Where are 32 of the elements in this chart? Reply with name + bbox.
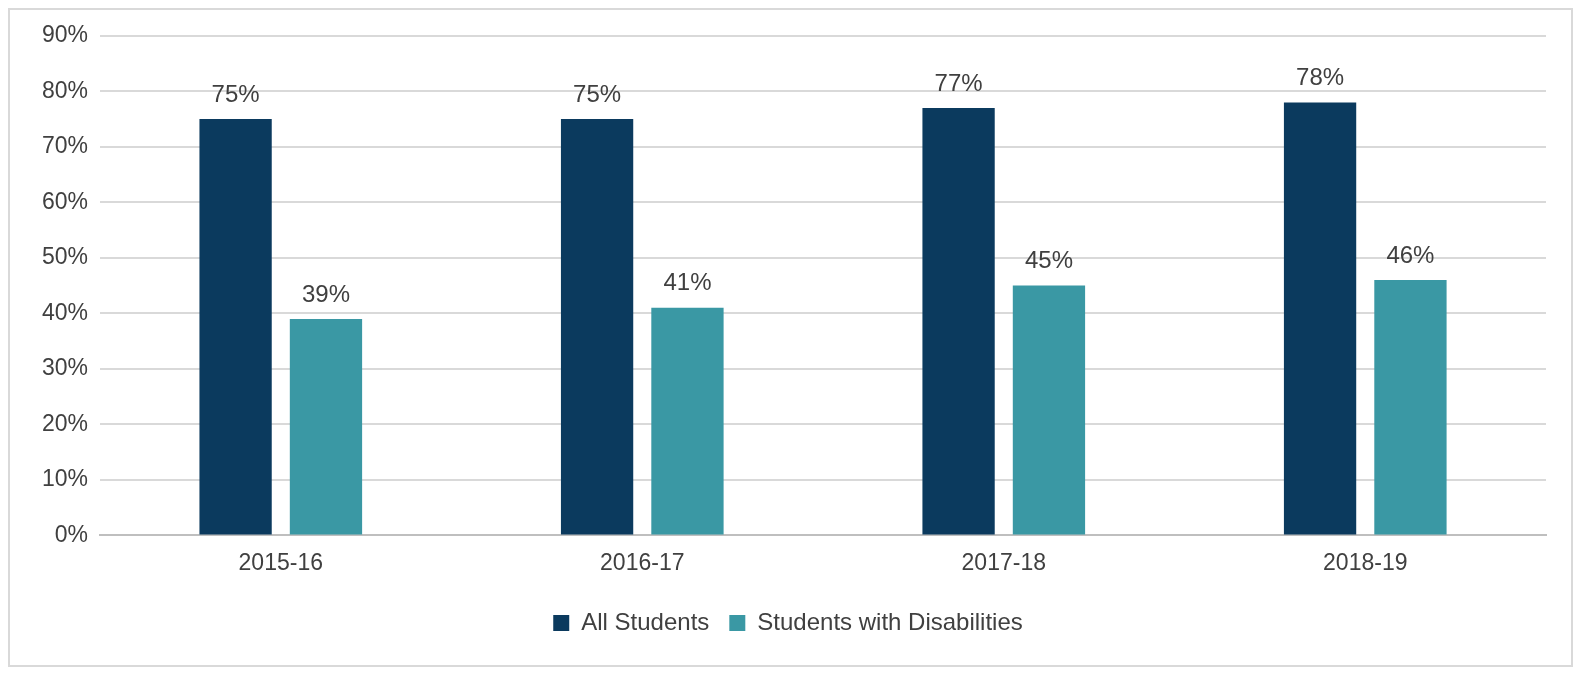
y-tick-label: 90% bbox=[41, 21, 89, 48]
bar bbox=[199, 119, 272, 535]
data-label: 75% bbox=[211, 79, 260, 107]
bar bbox=[1283, 102, 1357, 535]
bar bbox=[1012, 285, 1086, 535]
y-tick-label: 0% bbox=[54, 520, 89, 547]
legend-label: All Students bbox=[581, 607, 710, 635]
bar bbox=[289, 318, 363, 535]
y-tick-label: 20% bbox=[41, 409, 89, 436]
data-label: 46% bbox=[1386, 240, 1435, 268]
y-tick-label: 80% bbox=[41, 76, 89, 103]
bar bbox=[560, 119, 634, 535]
x-tick-label: 2016-17 bbox=[600, 548, 685, 575]
x-tick-label: 2018-19 bbox=[1323, 548, 1408, 575]
y-tick-label: 50% bbox=[41, 243, 89, 270]
x-tick-label: 2015-16 bbox=[238, 548, 323, 575]
y-tick-label: 60% bbox=[41, 187, 89, 214]
y-tick-label: 70% bbox=[41, 132, 89, 159]
data-label: 77% bbox=[934, 68, 983, 96]
bar bbox=[651, 307, 724, 535]
y-tick-label: 10% bbox=[41, 465, 89, 492]
data-label: 39% bbox=[301, 279, 350, 307]
data-label: 41% bbox=[663, 268, 712, 296]
bar bbox=[1374, 280, 1447, 535]
data-label: 45% bbox=[1024, 246, 1073, 274]
y-tick-label: 30% bbox=[41, 354, 89, 381]
data-label: 78% bbox=[1296, 63, 1345, 91]
bar bbox=[922, 107, 995, 535]
data-label: 75% bbox=[573, 79, 622, 107]
y-tick-label: 40% bbox=[41, 298, 89, 325]
x-tick-label: 2017-18 bbox=[961, 548, 1046, 575]
legend-label: Students with Disabilities bbox=[757, 607, 1023, 635]
